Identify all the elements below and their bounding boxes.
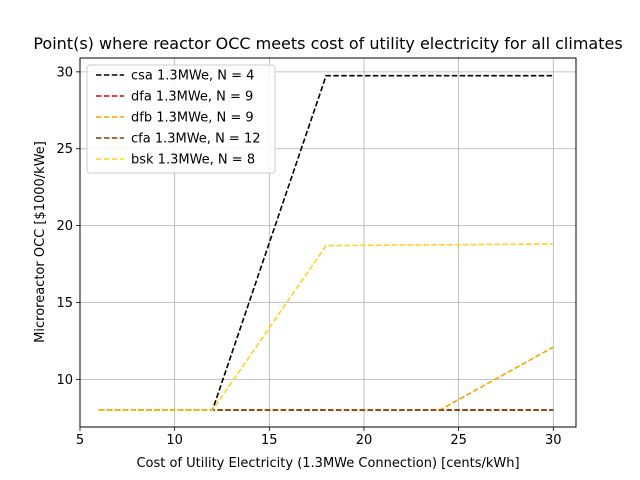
y-tick-label: 25 — [56, 142, 73, 157]
x-tick-label: 30 — [545, 433, 562, 448]
y-tick-label: 10 — [56, 373, 73, 388]
legend-box — [86, 64, 276, 174]
x-tick-label: 20 — [356, 433, 373, 448]
y-tick-label: 20 — [56, 219, 73, 234]
x-tick-label: 10 — [166, 433, 183, 448]
x-tick-label: 25 — [450, 433, 467, 448]
legend: csa 1.3MWe, N = 4 dfa 1.3MWe, N = 9 dfb 1.… — [86, 64, 276, 174]
legend-entry-0: csa 1.3MWe, N = 4 — [131, 69, 254, 84]
legend-entry-1: dfa 1.3MWe, N = 9 — [131, 90, 253, 105]
series-lines — [98, 74, 554, 411]
series-line-4 — [98, 243, 554, 411]
x-tick-label: 15 — [261, 433, 278, 448]
y-tick-label: 30 — [56, 65, 73, 80]
legend-entry-3: cfa 1.3MWe, N = 12 — [131, 132, 261, 147]
x-tick-label: 5 — [76, 433, 84, 448]
legend-entry-4: bsk 1.3MWe, N = 8 — [131, 153, 255, 168]
axis-ticks: 5 10 15 20 25 30 10 15 20 25 30 — [56, 65, 561, 448]
legend-entry-2: dfb 1.3MWe, N = 9 — [131, 111, 254, 126]
y-tick-label: 15 — [56, 296, 73, 311]
y-axis-label: Microreactor OCC [$1000/kWe] — [33, 141, 48, 343]
plot-frame — [79, 57, 577, 428]
x-axis-label: Cost of Utility Electricity (1.3MWe Conn… — [136, 456, 519, 471]
chart-title: Point(s) where reactor OCC meets cost of… — [33, 34, 622, 53]
